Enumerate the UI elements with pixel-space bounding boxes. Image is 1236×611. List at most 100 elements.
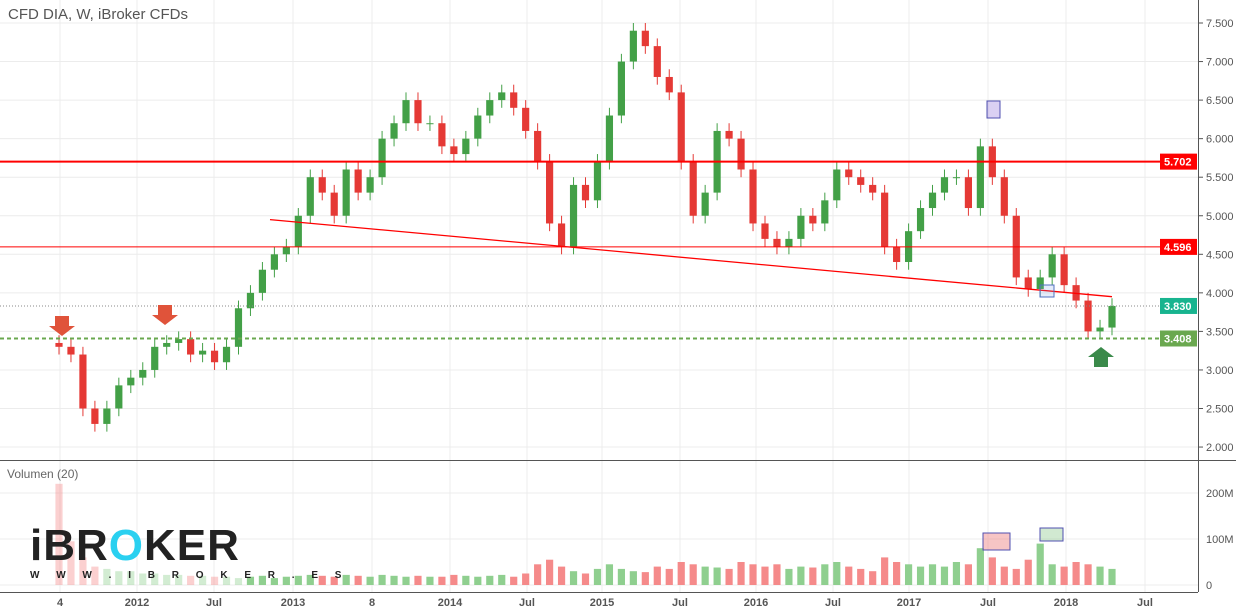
candle-body — [402, 100, 410, 124]
candle-body — [486, 100, 494, 116]
candle-body — [916, 208, 925, 232]
volume-bar — [522, 573, 530, 585]
volume-bar — [677, 562, 685, 585]
candle-body — [270, 254, 278, 270]
candle-body — [306, 177, 314, 216]
volume-bar — [1000, 566, 1008, 585]
volume-highlight-box — [1039, 527, 1064, 542]
volume-bar — [605, 564, 614, 585]
candle-body — [1096, 327, 1104, 332]
price-tag — [1160, 330, 1197, 347]
volume-bar — [893, 562, 901, 585]
candle-body — [67, 346, 75, 355]
volume-bar — [390, 575, 398, 585]
candle-body — [940, 177, 949, 193]
candle-body — [797, 215, 805, 239]
volume-bar — [139, 573, 147, 585]
candle-body — [175, 339, 183, 343]
candle-body — [426, 123, 434, 125]
candle-body — [438, 123, 446, 147]
volume-bar — [916, 566, 925, 585]
volume-bar — [1012, 568, 1020, 585]
volume-bar — [988, 557, 996, 585]
y-tick-label: 4.000 — [1206, 288, 1234, 300]
volume-bar — [1072, 562, 1080, 585]
x-tick-label: 2015 — [590, 597, 614, 609]
candle-body — [809, 215, 817, 224]
x-tick-label: 2016 — [744, 597, 768, 609]
volume-bar — [629, 571, 637, 585]
volume-bar — [1084, 564, 1092, 585]
candle-body — [976, 146, 984, 209]
volume-bar — [234, 578, 243, 585]
candle-body — [450, 146, 458, 155]
candle-body — [629, 30, 637, 62]
volume-bar — [175, 574, 183, 585]
x-tick-label: 4 — [57, 597, 64, 609]
volume-bar — [845, 566, 853, 585]
candle-body — [115, 385, 123, 409]
candle-body — [294, 215, 302, 247]
candle-body — [498, 92, 506, 101]
x-tick-label: Jul — [825, 597, 841, 609]
volume-bar — [821, 564, 829, 585]
volume-highlight-box — [982, 532, 1011, 551]
volume-bar — [546, 559, 554, 585]
volume-bar — [1036, 543, 1044, 585]
y-tick-label: 6.000 — [1206, 134, 1234, 146]
volume-bar — [462, 575, 470, 585]
volume-bar — [1096, 566, 1104, 585]
x-tick-label: Jul — [1137, 597, 1153, 609]
volume-bar — [617, 568, 625, 585]
volume-bar — [163, 574, 171, 585]
y-tick-label: 3.000 — [1206, 365, 1234, 377]
x-tick-label: 8 — [369, 597, 375, 609]
candle-body — [282, 246, 290, 255]
volume-bar — [737, 562, 745, 585]
candle-body — [139, 369, 147, 378]
volume-bar — [857, 568, 865, 585]
candle-body — [677, 92, 685, 162]
x-tick-label: Jul — [206, 597, 222, 609]
chart-title: CFD DIA, W, iBroker CFDs — [8, 6, 189, 23]
candle-body — [749, 169, 757, 224]
candle-body — [79, 354, 87, 409]
candle-body — [952, 177, 961, 179]
y-tick-label: 2.500 — [1206, 404, 1234, 416]
candle-body — [881, 192, 889, 247]
volume-bar — [593, 568, 602, 585]
volume-bar — [342, 574, 350, 585]
candle-body — [1108, 305, 1116, 328]
volume-bar — [1108, 568, 1116, 585]
volume-bar — [869, 571, 877, 585]
volume-bar — [450, 574, 458, 585]
candle-body — [474, 115, 482, 139]
candle-body — [1084, 300, 1092, 332]
y-tick-label: 7.500 — [1206, 18, 1234, 30]
volume-bar — [103, 568, 111, 585]
volume-bar — [187, 575, 195, 585]
candle-body — [761, 223, 769, 239]
volume-bar — [557, 566, 566, 585]
volume-bar — [91, 566, 99, 585]
volume-bar — [270, 578, 278, 585]
y-tick-label: 2.000 — [1206, 442, 1234, 454]
volume-bar — [749, 564, 757, 585]
volume-bar — [952, 562, 961, 585]
volume-bar — [773, 564, 781, 585]
volume-bar — [1024, 559, 1032, 585]
candle-body — [318, 177, 326, 193]
price-tag-label: 5.702 — [1164, 157, 1192, 169]
candle-body — [55, 342, 63, 347]
volume-bar — [402, 576, 410, 585]
price-tag — [1160, 297, 1197, 314]
volume-bar — [1060, 566, 1068, 585]
x-tick-label: 2017 — [897, 597, 921, 609]
volume-bar — [904, 564, 913, 585]
volume-bar — [964, 564, 972, 585]
candle-body — [857, 177, 865, 185]
volume-bar — [210, 576, 219, 585]
volume-bar — [222, 576, 231, 585]
candle-body — [199, 350, 207, 355]
